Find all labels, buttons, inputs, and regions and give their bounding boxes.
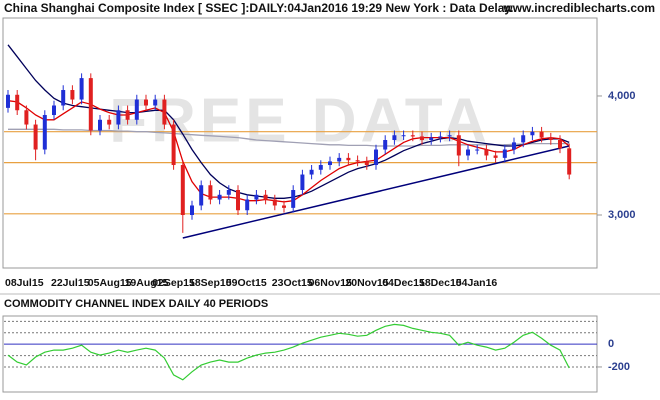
candle-body xyxy=(374,149,378,166)
x-tick-label: 19Aug15 xyxy=(125,277,169,289)
candle-body xyxy=(493,155,498,158)
candle-body xyxy=(245,199,250,211)
x-tick-label: 09Oct15 xyxy=(226,277,267,289)
candle-body xyxy=(52,105,56,116)
candle-body xyxy=(466,149,470,156)
candle-body xyxy=(208,185,213,200)
candle-body xyxy=(162,99,167,125)
candle-body xyxy=(429,137,434,141)
candle-body xyxy=(420,136,424,141)
moving-average xyxy=(8,128,570,147)
candle-body xyxy=(236,190,240,211)
candle-body xyxy=(355,160,360,162)
candle-body xyxy=(318,165,323,170)
candle-body xyxy=(263,194,268,200)
candle-body xyxy=(116,110,121,125)
candle-body xyxy=(107,119,112,125)
candle-body xyxy=(61,90,66,106)
candle-body xyxy=(539,131,544,138)
candle-body xyxy=(24,110,29,125)
candle-body xyxy=(199,185,204,206)
candle-body xyxy=(180,165,185,216)
candle-body xyxy=(512,142,516,150)
cci-line xyxy=(7,323,570,381)
candle-body xyxy=(153,99,158,106)
x-tick-label: 05Aug15 xyxy=(88,277,132,289)
candle-body xyxy=(392,135,397,141)
x-tick-label: 18Sep15 xyxy=(189,277,232,289)
candle-body xyxy=(558,140,562,149)
candle-body xyxy=(447,135,452,137)
candle-body xyxy=(171,124,176,166)
y-tick-label: 0 xyxy=(608,338,614,350)
y-tick-label: -200 xyxy=(608,361,630,373)
candle-body xyxy=(456,135,461,156)
x-tick-label: 20Nov15 xyxy=(345,277,388,289)
candle-body xyxy=(70,90,75,100)
candle-body xyxy=(6,94,10,108)
cci-panel xyxy=(2,315,598,393)
candle-body xyxy=(190,205,194,216)
moving-average xyxy=(7,100,570,203)
candle-body xyxy=(337,157,342,162)
candle-body xyxy=(383,140,388,150)
candle-body xyxy=(346,157,351,161)
candle-body xyxy=(42,115,47,150)
candle-body xyxy=(401,135,406,137)
candle-body xyxy=(291,190,296,208)
candle-body xyxy=(530,131,535,136)
x-tick-label: 04Jan16 xyxy=(456,277,498,289)
x-tick-label: 04Dec15 xyxy=(382,277,425,289)
candle-body xyxy=(475,149,480,151)
x-tick-label: 18Dec15 xyxy=(419,277,462,289)
cci-title: COMMODITY CHANNEL INDEX DAILY 40 PERIODS xyxy=(4,298,268,310)
x-tick-label: 08Jul15 xyxy=(5,277,44,289)
candle-body xyxy=(79,78,84,100)
x-tick-label: 06Nov15 xyxy=(309,277,352,289)
candle-body xyxy=(484,149,489,156)
x-tick-label: 22Jul15 xyxy=(51,277,90,289)
candle-body xyxy=(410,135,415,137)
candle-body xyxy=(226,190,231,195)
candle-body xyxy=(88,78,93,131)
y-tick-label: 3,000 xyxy=(608,209,636,221)
page-title: China Shanghai Composite Index [ SSEC ]:… xyxy=(4,1,517,15)
candle-body xyxy=(364,161,369,166)
candle-body xyxy=(134,99,139,120)
candle-body xyxy=(125,110,130,120)
candle-body xyxy=(272,199,277,206)
candle-body xyxy=(254,194,259,200)
candle-body xyxy=(438,136,443,138)
x-tick-label: 23Oct15 xyxy=(272,277,313,289)
candle-body xyxy=(15,94,20,111)
candle-body xyxy=(282,205,286,208)
candle-body xyxy=(300,174,305,191)
candle-body xyxy=(309,169,314,175)
candle-body xyxy=(144,99,148,106)
y-tick-label: 4,000 xyxy=(608,90,636,102)
candle-body xyxy=(98,119,102,131)
candle-body xyxy=(33,124,38,150)
candle-body xyxy=(502,149,507,158)
candle-body xyxy=(328,161,332,166)
price-panel xyxy=(2,17,598,269)
candle-body xyxy=(521,135,526,143)
candle-body xyxy=(567,148,572,175)
x-tick-label: 02Sep15 xyxy=(152,277,195,289)
candle-body xyxy=(548,137,553,141)
candle-body xyxy=(217,194,222,200)
site-name: www.incrediblecharts.com xyxy=(502,1,655,15)
